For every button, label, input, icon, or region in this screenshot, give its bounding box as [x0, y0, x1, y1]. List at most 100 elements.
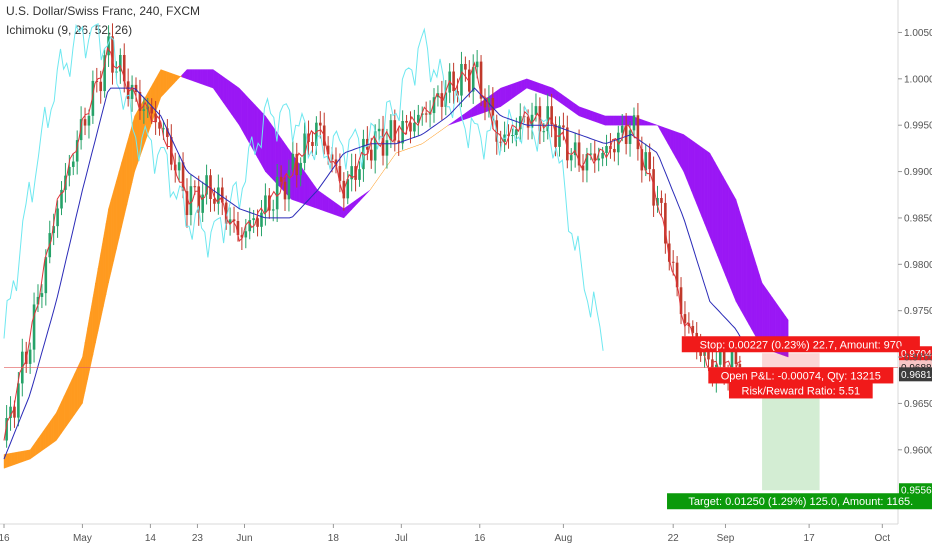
kumo-slice: [181, 71, 185, 79]
candle-body: [417, 114, 420, 123]
kumo-slice: [649, 122, 653, 126]
kumo-slice: [450, 121, 454, 125]
candle-body: [138, 91, 142, 111]
kumo-slice: [338, 204, 342, 218]
time-tick-label: Aug: [555, 533, 573, 544]
tenkan-line: [3, 46, 742, 441]
kumo-slice: [348, 202, 352, 213]
stop-price-tag: 0.97041: [899, 346, 932, 361]
candle-body: [224, 202, 228, 224]
kumo-slice: [670, 129, 674, 154]
candle-body: [111, 36, 114, 73]
candle-body: [295, 153, 299, 176]
time-axis: 16 May 14 23 Jun 18 Jul 16 Aug 22 Sep 17 Oct: [0, 524, 890, 544]
target-price-tag: 0.95564: [899, 483, 932, 498]
kumo-slice: [202, 69, 206, 86]
kumo-slice: [14, 451, 18, 465]
kumo-slice: [129, 125, 133, 194]
kumo-slice: [510, 83, 514, 100]
kumo-slice: [503, 85, 507, 106]
candle-body: [244, 231, 248, 238]
kumo-slice: [218, 72, 222, 100]
kumo-slice: [432, 134, 436, 137]
kumo-slice: [751, 249, 755, 335]
kumo-slice: [22, 450, 26, 463]
candle-body: [475, 61, 479, 68]
candle-body: [467, 69, 471, 92]
candle-body: [177, 162, 181, 171]
kumo-slice: [69, 379, 73, 423]
stop-zone: [762, 353, 820, 368]
kumo-slice: [325, 195, 329, 213]
kumo-slice: [375, 178, 378, 183]
candle-body: [613, 148, 616, 153]
kumo-slice: [740, 216, 744, 317]
candle-body: [636, 115, 640, 150]
kumo-slice: [314, 185, 318, 209]
candle-body: [271, 209, 275, 211]
kumo-slice: [71, 373, 75, 419]
kumo-slice: [720, 170, 724, 270]
kumo-slice: [646, 121, 650, 126]
kumo-slice: [725, 180, 729, 283]
kumo-slice: [241, 90, 245, 136]
kumo-slice: [471, 106, 475, 118]
candle-body: [185, 191, 189, 216]
candle-body: [158, 122, 161, 129]
candle-body: [679, 287, 683, 315]
kumo-slice: [657, 124, 661, 131]
kumo-slice: [591, 111, 595, 122]
candle-body: [256, 218, 259, 227]
candle-body: [667, 243, 671, 262]
kumo-slice: [612, 115, 616, 126]
kumo-slice: [382, 167, 386, 172]
target-label-text: Target: 0.01250 (1.29%) 125.0, Amount: 1…: [688, 496, 913, 508]
kumo-slice: [364, 191, 368, 197]
kumo-slice: [171, 72, 175, 87]
kumo-slice: [706, 150, 710, 237]
candle-body: [91, 80, 95, 116]
kumo-slice: [521, 79, 525, 93]
candle-body: [660, 197, 663, 203]
kumo-slice: [178, 74, 182, 79]
candle-body: [264, 195, 267, 213]
kumo-slice: [422, 141, 425, 144]
kumo-slice: [678, 132, 682, 168]
indicator-legend[interactable]: Ichimoku (9, 26, 52, 26): [6, 23, 133, 37]
candle-body: [534, 106, 538, 115]
candle-body: [691, 326, 695, 333]
kumo-slice: [317, 189, 321, 210]
candle-body: [515, 129, 518, 136]
kumo-slice: [95, 267, 99, 344]
kumo-slice: [714, 161, 718, 257]
candle-body: [56, 208, 59, 227]
candle-body: [648, 152, 651, 170]
candle-body: [601, 152, 604, 159]
candle-body: [201, 194, 204, 213]
kumo-slice: [265, 115, 269, 175]
kumo-slice: [27, 449, 31, 461]
kumo-slice: [409, 147, 412, 149]
kumo-slice: [304, 170, 308, 206]
kumo-slice: [578, 106, 582, 118]
kumo-slice: [453, 119, 457, 124]
kumo-slice: [11, 452, 15, 466]
symbol-title: U.S. Dollar/Swiss Franc, 240, FXCM: [6, 4, 201, 18]
kijun-line: [3, 87, 742, 460]
kumo-slice: [327, 197, 331, 214]
kumo-slice: [495, 89, 499, 109]
kumo-slice: [16, 451, 20, 465]
kumo-slice: [691, 139, 695, 198]
kumo-slice: [194, 69, 198, 83]
candle-body: [40, 293, 44, 297]
candle-body: [5, 418, 8, 441]
kumo-slice: [615, 115, 619, 126]
kumo-slice: [257, 107, 261, 164]
kumo-slice: [680, 133, 684, 173]
candle-body: [248, 220, 252, 232]
kumo-slice: [466, 109, 470, 119]
price-tick-label: 1.00000: [904, 74, 932, 85]
kumo-slice: [722, 175, 726, 276]
